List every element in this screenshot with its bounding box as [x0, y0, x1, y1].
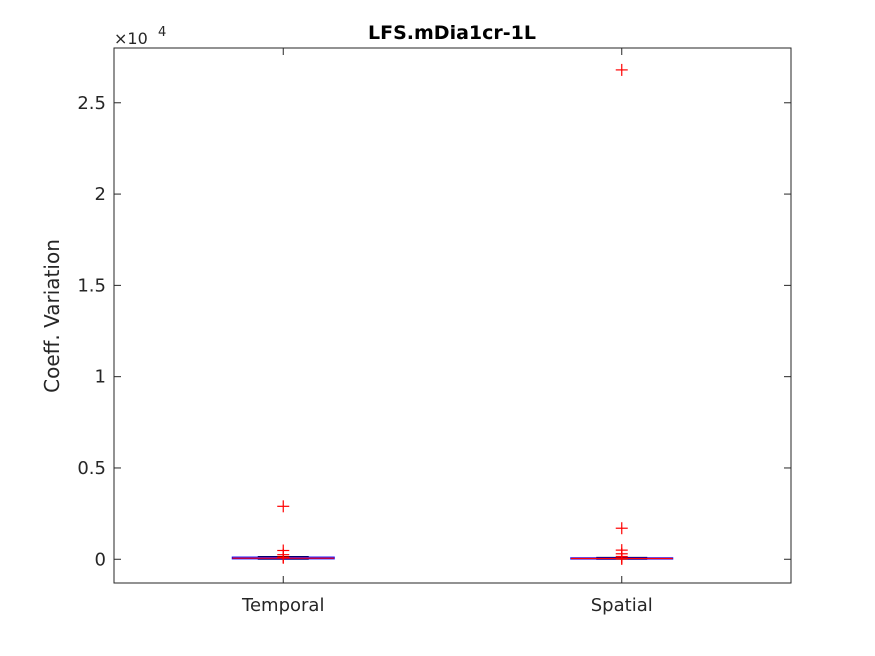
outlier-point — [615, 552, 628, 565]
outlier-point — [277, 500, 290, 513]
outlier-point — [615, 522, 628, 535]
plot-area — [114, 48, 791, 583]
y-axis-ticks: 0 0.5 1 1.5 2 2.5 — [77, 48, 791, 583]
y-tick-label: 0 — [95, 549, 106, 570]
y-tick-label: 1 — [95, 367, 106, 388]
box-spatial — [570, 63, 674, 565]
x-tick-label: Spatial — [591, 595, 653, 616]
chart-marks — [231, 63, 674, 565]
x-axis-tick-labels: Temporal Spatial — [241, 595, 653, 616]
svg-text:4: 4 — [158, 25, 166, 40]
outlier-point — [277, 551, 290, 564]
svg-text:×10: ×10 — [114, 29, 148, 48]
y-tick-label: 2.5 — [77, 93, 106, 114]
chart-title: LFS.mDia1cr-1L — [368, 22, 536, 44]
y-axis-label: Coeff. Variation — [40, 239, 64, 393]
x-tick-label: Temporal — [241, 595, 324, 616]
y-tick-label: 0.5 — [77, 458, 106, 479]
outlier-point — [615, 63, 628, 76]
y-tick-label: 1.5 — [77, 275, 106, 296]
axes-box — [113, 47, 792, 584]
box-temporal — [231, 500, 335, 564]
y-axis-exponent: ×10 4 — [114, 25, 166, 48]
y-tick-label: 2 — [95, 184, 106, 205]
